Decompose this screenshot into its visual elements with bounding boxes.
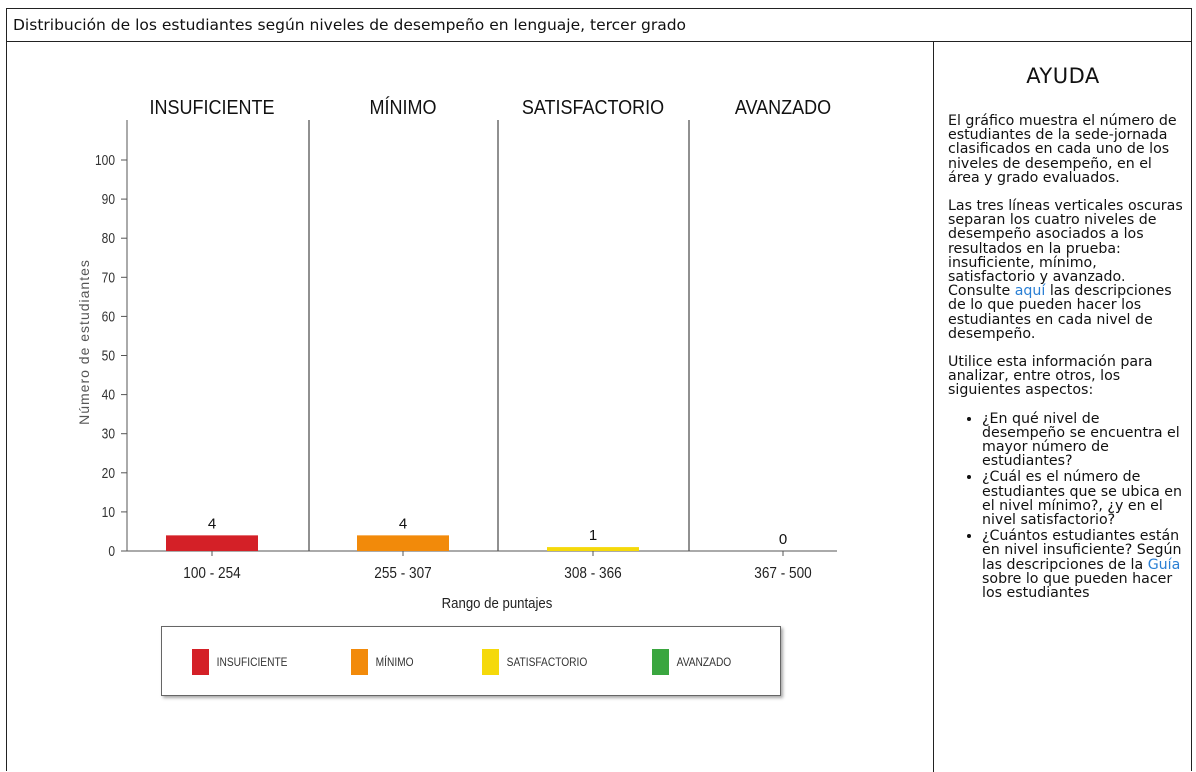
y-tick-label: 50	[102, 347, 116, 364]
y-tick-label: 30	[102, 425, 116, 442]
bar-value-label: 4	[208, 515, 216, 532]
legend-item-minimo: MÍNIMO	[351, 649, 414, 675]
x-tick-label: 367 - 500	[754, 565, 811, 582]
x-tick-label: 255 - 307	[374, 565, 431, 582]
level-header: INSUFICIENTE	[150, 97, 275, 119]
legend-label: INSUFICIENTE	[216, 655, 288, 669]
x-axis-label: Rango de puntajes	[442, 594, 553, 611]
legend-label: SATISFACTORIO	[506, 655, 588, 669]
bar-value-label: 4	[399, 515, 407, 532]
level-header: AVANZADO	[735, 97, 831, 119]
y-tick-label: 80	[102, 230, 116, 247]
y-tick-label: 90	[102, 191, 116, 208]
help-question-list: ¿En qué nivel de desempeño se encuentra …	[948, 412, 1186, 601]
help-text-span: las descripciones de lo que pueden hacer…	[948, 283, 1172, 342]
legend-item-avanzado: AVANZADO	[652, 649, 731, 675]
level-header: MÍNIMO	[370, 97, 437, 119]
panel-title: Distribución de los estudiantes según ni…	[13, 16, 687, 34]
help-text-span: ¿Cuántos estudiantes están en nivel insu…	[982, 528, 1182, 573]
x-tick-label: 308 - 366	[564, 565, 621, 582]
x-tick-label: 100 - 254	[183, 565, 240, 582]
y-tick-label: 0	[108, 543, 115, 560]
y-tick-label: 60	[102, 308, 116, 325]
help-paragraph: Las tres líneas verticales oscuras separ…	[948, 199, 1186, 341]
y-tick-label: 100	[95, 152, 115, 169]
guide-link[interactable]: Guía	[1147, 556, 1181, 573]
chart-legend: INSUFICIENTE MÍNIMO SATISFACTORIO AVANZA…	[161, 626, 781, 696]
help-panel: AYUDA El gráfico muestra el número de es…	[933, 42, 1192, 772]
legend-item-satisfactorio: SATISFACTORIO	[482, 649, 587, 675]
y-tick-label: 70	[102, 269, 116, 286]
help-text: El gráfico muestra el número de estudian…	[934, 114, 1192, 600]
bar-mínimo	[357, 535, 449, 551]
legend-label: AVANZADO	[676, 655, 732, 669]
chart-area: 0 10 20 30 40 50 60 70 80 90 100 Número de estudian…	[7, 42, 933, 772]
report-panel: Distribución de los estudiantes según ni…	[6, 8, 1192, 772]
legend-label: MÍNIMO	[375, 655, 414, 669]
legend-swatch-minimo	[351, 649, 368, 675]
levels-description-link[interactable]: aquí	[1014, 283, 1046, 300]
y-tick-label: 20	[102, 465, 116, 482]
help-title: AYUDA	[1026, 64, 1100, 88]
level-header: SATISFACTORIO	[522, 97, 664, 119]
help-paragraph: El gráfico muestra el número de estudian…	[948, 113, 1177, 186]
list-item: ¿Cuál es el número de estudiantes que se…	[982, 470, 1186, 527]
legend-swatch-avanzado	[652, 649, 669, 675]
bar-value-label: 0	[779, 531, 787, 548]
y-tick-label: 40	[102, 386, 116, 403]
list-item: ¿Cuántos estudiantes están en nivel insu…	[982, 529, 1186, 600]
bar-insuficiente	[166, 535, 258, 551]
panel-title-bar: Distribución de los estudiantes según ni…	[7, 9, 1191, 42]
help-text-span: sobre lo que pueden hacer los estudiante…	[982, 570, 1173, 602]
bar-value-label: 1	[589, 527, 597, 544]
help-paragraph: Utilice esta información para analizar, …	[948, 354, 1153, 399]
help-text-span: Las tres líneas verticales oscuras separ…	[948, 198, 1183, 300]
y-tick-label: 10	[102, 504, 116, 521]
list-item: ¿En qué nivel de desempeño se encuentra …	[982, 412, 1186, 469]
legend-item-insuficiente: INSUFICIENTE	[192, 649, 287, 675]
bar-satisfactorio	[547, 547, 639, 551]
y-axis-label: Número de estudiantes	[76, 259, 92, 425]
legend-swatch-satisfactorio	[482, 649, 499, 675]
legend-swatch-insuficiente	[192, 649, 209, 675]
